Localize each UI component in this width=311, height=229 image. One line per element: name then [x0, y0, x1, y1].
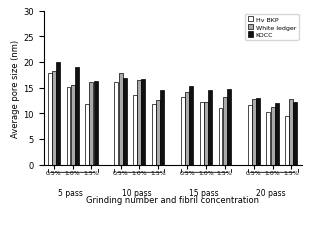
Legend: Hv BKP, White ledger, KOCC: Hv BKP, White ledger, KOCC [245, 15, 299, 41]
Bar [252, 99, 256, 165]
Bar [181, 98, 185, 165]
Bar [204, 103, 208, 165]
Bar [52, 72, 56, 165]
Text: 5 pass: 5 pass [58, 188, 83, 197]
Bar [223, 98, 227, 165]
Bar [137, 81, 141, 165]
Bar [271, 107, 275, 165]
Bar [114, 83, 118, 165]
Bar [94, 82, 98, 165]
Bar [189, 87, 193, 165]
Bar [90, 82, 93, 165]
Bar [256, 98, 260, 165]
Bar [85, 104, 89, 165]
Bar [142, 79, 146, 165]
Bar [71, 86, 75, 165]
Text: 15 pass: 15 pass [189, 188, 219, 197]
Bar [160, 91, 164, 165]
Y-axis label: Average pore size (nm): Average pore size (nm) [12, 39, 21, 137]
Bar [227, 89, 231, 165]
Bar [294, 103, 297, 165]
Bar [75, 68, 79, 165]
Bar [156, 101, 160, 165]
Bar [67, 87, 71, 165]
Bar [219, 109, 222, 165]
Bar [185, 92, 189, 165]
Bar [248, 105, 252, 165]
Bar [118, 73, 123, 165]
Bar [152, 104, 156, 165]
Bar [133, 95, 137, 165]
Bar [200, 103, 204, 165]
Text: 10 pass: 10 pass [123, 188, 152, 197]
Bar [267, 113, 270, 165]
Text: 20 pass: 20 pass [256, 188, 285, 197]
Bar [56, 63, 60, 165]
Bar [289, 99, 293, 165]
Bar [208, 90, 212, 165]
Bar [123, 79, 127, 165]
Bar [48, 74, 52, 165]
Bar [275, 104, 279, 165]
Bar [285, 117, 289, 165]
X-axis label: Grinding number and fibril concentration: Grinding number and fibril concentration [86, 195, 259, 204]
